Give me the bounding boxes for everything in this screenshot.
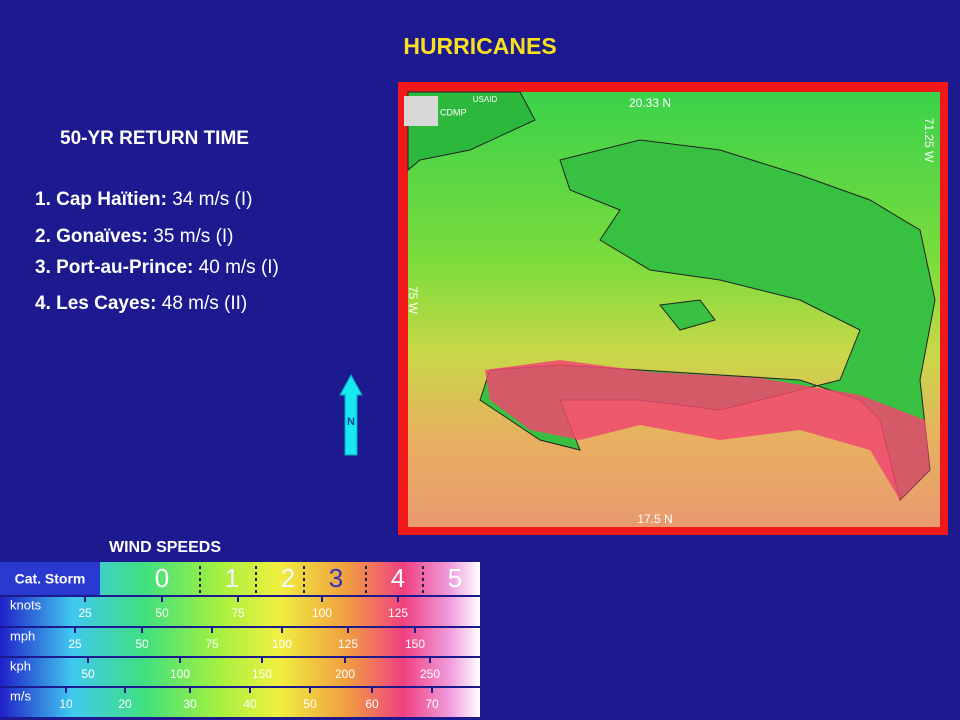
scale-value: 10 <box>59 697 73 711</box>
north-arrow <box>339 373 363 456</box>
station: 2. Gonaïves: 35 m/s (I) <box>35 226 234 247</box>
unit-label: m/s <box>10 688 31 703</box>
title: HURRICANES <box>403 33 556 59</box>
scale-value: 50 <box>155 606 169 620</box>
category: 4 <box>391 563 405 593</box>
scale-value: 60 <box>365 697 379 711</box>
unit-label: mph <box>10 628 35 643</box>
category-label-box <box>0 562 100 596</box>
scale-value: 100 <box>272 637 292 651</box>
scale-value: 100 <box>170 667 190 681</box>
map-label: 75 W <box>406 286 420 315</box>
category: 2 <box>281 563 295 593</box>
subtitle: 50-YR RETURN TIME <box>60 128 249 149</box>
map-cuba <box>407 91 536 172</box>
station: 3. Port-au-Prince: 40 m/s (I) <box>35 257 279 278</box>
station: 1. Cap Haïtien: 34 m/s (I) <box>35 189 253 210</box>
category: 0 <box>155 563 169 593</box>
logo <box>404 96 438 126</box>
scale-value: 40 <box>243 697 257 711</box>
scale-value: 20 <box>118 697 132 711</box>
station-name: 1. Cap Haïtien: <box>35 189 167 210</box>
scale-value: 50 <box>303 697 317 711</box>
scale-value: 150 <box>252 667 272 681</box>
sponsor-label: USAID <box>473 95 498 104</box>
station-name: 3. Port-au-Prince: <box>35 257 193 278</box>
scale-value: 25 <box>78 606 92 620</box>
north-label: N <box>347 416 355 428</box>
scale-value: 200 <box>335 667 355 681</box>
category: 3 <box>329 563 343 593</box>
scale-value: 50 <box>135 637 149 651</box>
scale-value: 75 <box>231 606 245 620</box>
scale-value: 25 <box>68 637 82 651</box>
scale-value: 125 <box>338 637 358 651</box>
scale-value: 150 <box>405 637 425 651</box>
station-wind: 48 m/s (II) <box>156 293 247 314</box>
station-wind: 34 m/s (I) <box>167 189 253 210</box>
station-name: 2. Gonaïves: <box>35 226 148 247</box>
legend-title: WIND SPEEDS <box>109 539 221 556</box>
scale-value: 50 <box>81 667 95 681</box>
category: 1 <box>225 563 239 593</box>
scale-value: 30 <box>183 697 197 711</box>
unit-label: kph <box>10 658 31 673</box>
scale-value: 250 <box>420 667 440 681</box>
logo-label: CDMP <box>440 107 467 117</box>
category: 5 <box>448 563 462 593</box>
unit-label: knots <box>10 597 42 612</box>
scale-value: 100 <box>312 606 332 620</box>
scale-value: 125 <box>388 606 408 620</box>
scale-value: 75 <box>205 637 219 651</box>
map-label: 20.33 N <box>629 96 671 110</box>
map-gonave <box>659 299 716 331</box>
station-name: 4. Les Cayes: <box>35 293 156 314</box>
station: 4. Les Cayes: 48 m/s (II) <box>35 293 247 314</box>
category-label: Cat. Storm <box>15 571 86 587</box>
scale-value: 70 <box>425 697 439 711</box>
map-label: 71.25 W <box>922 118 936 163</box>
station-wind: 40 m/s (I) <box>193 257 279 278</box>
map-high-winds <box>485 360 930 500</box>
map-label: 17.5 N <box>637 512 672 526</box>
station-wind: 35 m/s (I) <box>148 226 234 247</box>
